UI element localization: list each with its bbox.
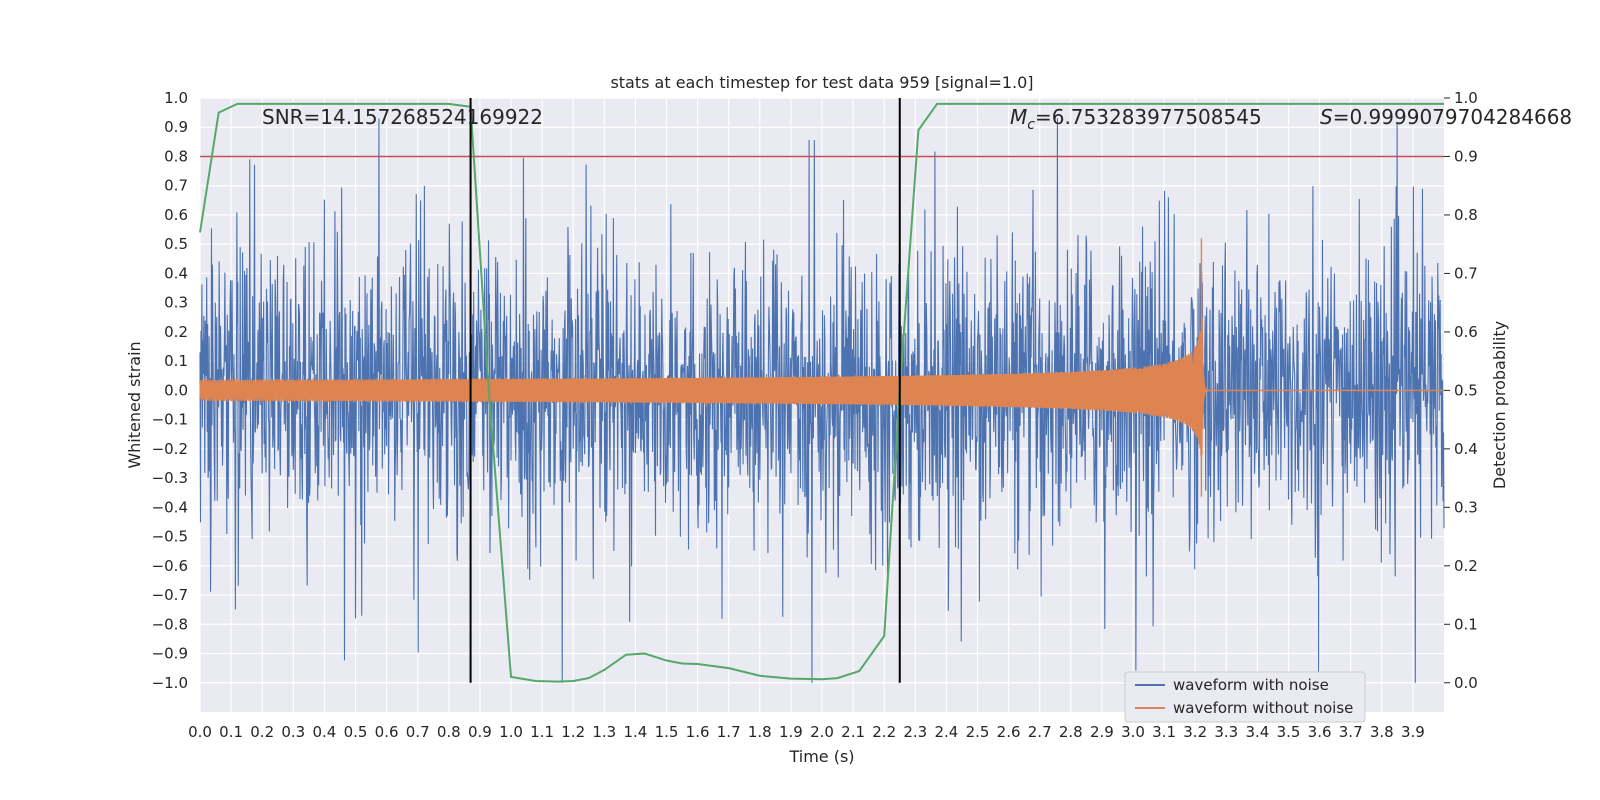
- mc-value: =6.753283977508545: [1035, 105, 1262, 129]
- right-y-tick-label: 0.4: [1454, 440, 1478, 458]
- mc-symbol: M: [1010, 105, 1027, 129]
- snr-annotation: SNR=14.157268524169922: [262, 105, 543, 129]
- y-tick-label: 0.5: [164, 235, 188, 253]
- x-tick-label: 3.7: [1339, 723, 1363, 741]
- right-y-tick-label: 1.0: [1454, 89, 1478, 107]
- x-tick-label: 1.8: [748, 723, 772, 741]
- y-tick-label: −0.8: [152, 615, 188, 633]
- x-tick-label: 3.5: [1277, 723, 1301, 741]
- mc-subscript: c: [1027, 117, 1035, 133]
- x-tick-label: 2.9: [1090, 723, 1114, 741]
- x-tick-label: 0.3: [281, 723, 305, 741]
- y-tick-labels: 1.0 0.9 0.8 0.7 0.6 0.5 0.4 0.3 0.2 0.1 0.0 −0.1 −0.…: [152, 89, 188, 692]
- x-tick-label: 2.0: [810, 723, 834, 741]
- x-tick-label: 1.5: [655, 723, 679, 741]
- x-tick-label: 2.7: [1028, 723, 1052, 741]
- x-tick-label: 3.6: [1308, 723, 1332, 741]
- y-tick-label: −0.3: [152, 469, 188, 487]
- y-tick-label: −0.4: [152, 498, 188, 516]
- legend-box: [1124, 671, 1366, 723]
- x-tick-label: 3.0: [1121, 723, 1145, 741]
- y-tick-label: −0.9: [152, 645, 188, 663]
- x-tick-label: 0.0: [188, 723, 212, 741]
- x-tick-label: 2.5: [966, 723, 990, 741]
- s-value: =0.9999079704284668: [1333, 105, 1572, 129]
- y-tick-label: −0.1: [152, 411, 188, 429]
- x-axis-label: Time (s): [788, 747, 854, 766]
- y-tick-label: −0.2: [152, 440, 188, 458]
- x-tick-label: 0.1: [219, 723, 243, 741]
- x-tick-label: 0.7: [406, 723, 430, 741]
- y-tick-label: 0.0: [164, 381, 188, 399]
- chart-title: stats at each timestep for test data 959…: [610, 73, 1033, 92]
- x-tick-label: 3.3: [1214, 723, 1238, 741]
- y-tick-label: 0.7: [164, 177, 188, 195]
- x-tick-label: 0.6: [375, 723, 399, 741]
- x-tick-label: 1.9: [779, 723, 803, 741]
- x-tick-label: 1.0: [499, 723, 523, 741]
- legend: waveform with noise waveform without noi…: [1124, 671, 1366, 723]
- x-tick-label: 3.2: [1183, 723, 1207, 741]
- y-tick-label: 0.2: [164, 323, 188, 341]
- s-symbol: S: [1320, 105, 1333, 129]
- x-tick-label: 1.3: [592, 723, 616, 741]
- right-y-tick-label: 0.5: [1454, 381, 1478, 399]
- right-y-tick-label: 0.9: [1454, 147, 1478, 165]
- x-tick-label: 0.8: [437, 723, 461, 741]
- legend-label-noise: waveform with noise: [1173, 676, 1329, 694]
- series-detection-probability: [199, 102, 1444, 683]
- right-y-axis-label: Detection probability: [1490, 321, 1509, 489]
- x-tick-label: 3.8: [1370, 723, 1394, 741]
- y-tick-label: 0.9: [164, 118, 188, 136]
- y-tick-label: 0.4: [164, 264, 188, 282]
- x-tick-label: 2.8: [1059, 723, 1083, 741]
- legend-label-clean: waveform without noise: [1173, 699, 1353, 717]
- x-tick-label: 1.1: [530, 723, 554, 741]
- x-tick-label: 2.6: [997, 723, 1021, 741]
- x-tick-label: 1.6: [686, 723, 710, 741]
- x-tick-label: 2.1: [841, 723, 865, 741]
- x-tick-label: 2.4: [934, 723, 958, 741]
- y-tick-label: −0.7: [152, 586, 188, 604]
- s-annotation: S=0.9999079704284668: [1320, 105, 1572, 129]
- y-tick-label: 1.0: [164, 89, 188, 107]
- x-tick-label: 1.7: [717, 723, 741, 741]
- y-tick-label: −0.5: [152, 528, 188, 546]
- right-y-tick-label: 0.1: [1454, 615, 1478, 633]
- series-waveform-without-noise: [199, 238, 1444, 497]
- x-tick-label: 0.4: [312, 723, 336, 741]
- series-waveform-with-noise: [199, 118, 1445, 683]
- y-axis-label: Whitened strain: [125, 341, 144, 468]
- x-tick-label: 1.4: [623, 723, 647, 741]
- right-y-tick-label: 0.6: [1454, 323, 1478, 341]
- right-y-tick-label: 0.3: [1454, 498, 1478, 516]
- mc-annotation: Mc=6.753283977508545: [1010, 105, 1262, 133]
- right-y-tick-label: 0.2: [1454, 557, 1478, 575]
- y-tick-label: 0.1: [164, 352, 188, 370]
- right-y-tick-label: 0.8: [1454, 206, 1478, 224]
- x-tick-label: 0.2: [250, 723, 274, 741]
- y-tick-label: 0.8: [164, 147, 188, 165]
- x-tick-label: 2.3: [903, 723, 927, 741]
- x-tick-label: 3.1: [1152, 723, 1176, 741]
- x-tick-label: 3.9: [1401, 723, 1425, 741]
- x-tick-label: 0.9: [468, 723, 492, 741]
- right-y-tick-labels: 1.0 0.9 0.8 0.7 0.6 0.5 0.4 0.3 0.2 0.1 0.0: [1444, 89, 1478, 692]
- x-tick-label: 0.5: [344, 723, 368, 741]
- x-tick-label: 2.2: [872, 723, 896, 741]
- y-tick-label: 0.3: [164, 294, 188, 312]
- right-y-tick-label: 0.7: [1454, 264, 1478, 282]
- x-tick-labels: 0.0 0.1 0.2 0.3 0.4 0.5 0.6 0.7 0.8 0.9 1.0 1.1 1.2 1…: [188, 723, 1425, 741]
- y-tick-label: 0.6: [164, 206, 188, 224]
- y-tick-label: −0.6: [152, 557, 188, 575]
- x-tick-label: 1.2: [561, 723, 585, 741]
- plot-series: [199, 98, 1445, 683]
- y-tick-label: −1.0: [152, 674, 188, 692]
- right-y-tick-label: 0.0: [1454, 674, 1478, 692]
- x-tick-label: 3.4: [1245, 723, 1269, 741]
